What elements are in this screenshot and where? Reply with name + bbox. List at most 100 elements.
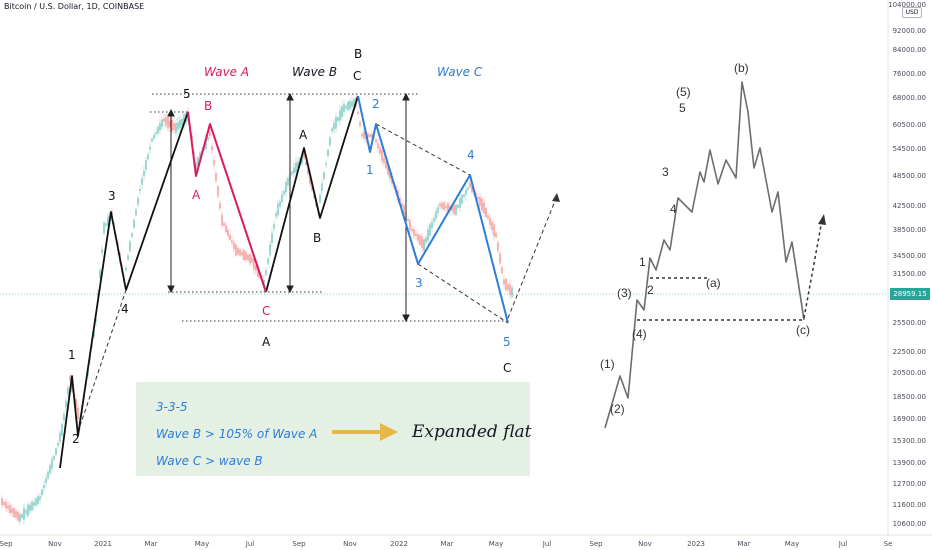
candle-body (215, 173, 217, 181)
candle-body (21, 514, 23, 518)
candle-body (427, 229, 429, 241)
svg-text:(3): (3) (617, 286, 632, 300)
candle-body (437, 207, 439, 213)
price-tick-label: 54500.00 (893, 145, 926, 153)
candle-body (155, 132, 157, 135)
wave-c-line (357, 95, 509, 324)
price-tick-label: 15300.00 (893, 437, 926, 445)
blue-wave-labels: 2 1 3 4 5 (366, 97, 511, 349)
time-tick-label: 2021 (94, 540, 112, 548)
diagram-arrowhead (818, 214, 826, 225)
svg-text:5: 5 (183, 87, 191, 101)
time-tick-label: Nov (638, 540, 652, 548)
candle-body (401, 203, 403, 207)
note-pattern: 3-3-5 (156, 400, 188, 414)
candle-body (435, 211, 437, 219)
candle-body (407, 218, 409, 222)
svg-text:(a): (a) (706, 276, 721, 290)
candle-body (45, 478, 47, 483)
svg-text:4: 4 (121, 302, 129, 316)
candle-body (285, 182, 287, 193)
candle-body (361, 133, 363, 137)
candle-body (497, 242, 499, 252)
candle-body (287, 177, 289, 186)
guide-lines (150, 93, 510, 322)
wave-c-title: Wave C (437, 65, 483, 79)
candle-body (53, 456, 55, 460)
price-tick-label: 12700.00 (893, 480, 926, 488)
price-tick-label: 104000.00 (888, 1, 926, 9)
candle-body (275, 213, 277, 217)
candle-body (331, 128, 333, 132)
candle-body (133, 219, 135, 228)
price-tick-label: 84000.00 (893, 46, 926, 54)
svg-text:B: B (313, 231, 321, 245)
candle-body (329, 137, 331, 146)
candle-body (297, 161, 299, 168)
svg-text:2: 2 (372, 97, 380, 111)
svg-text:2: 2 (647, 283, 654, 297)
candle-body (281, 194, 283, 203)
candle-body (3, 502, 5, 506)
wave-a-line (187, 111, 267, 293)
candle-body (125, 267, 127, 271)
note-box: 3-3-5 Wave B > 105% of Wave A Wave C > w… (136, 382, 532, 476)
svg-text:1: 1 (68, 348, 76, 362)
svg-text:(b): (b) (734, 61, 749, 75)
candle-body (37, 496, 39, 504)
candle-body (35, 498, 37, 506)
candle-body (511, 287, 513, 297)
candle-body (385, 161, 387, 169)
candle-body (229, 234, 231, 240)
candle-body (31, 501, 33, 511)
candle-body (271, 233, 273, 243)
candle-body (225, 225, 227, 232)
candle-body (495, 232, 497, 238)
candle-body (241, 252, 243, 256)
candle-body (181, 118, 183, 126)
time-tick-label: Jul (245, 540, 255, 548)
note-wave-c-rule: Wave C > wave B (156, 454, 263, 468)
svg-text:3: 3 (662, 165, 669, 179)
candle-body (421, 236, 423, 249)
diagram-wave-path (604, 81, 805, 429)
time-tick-label: Sep (0, 540, 13, 548)
candle-body (39, 496, 41, 500)
candle-body (131, 233, 133, 237)
candle-body (367, 134, 369, 137)
candle-body (411, 228, 413, 232)
candle-body (463, 194, 465, 197)
candle-body (291, 171, 293, 175)
currency-badge[interactable]: USD (902, 7, 922, 18)
svg-text:(1): (1) (600, 357, 615, 371)
candle-body (465, 189, 467, 195)
candle-body (359, 122, 361, 126)
candle-body (399, 197, 401, 203)
measure-arrows (167, 92, 410, 323)
candle-body (103, 222, 105, 234)
projection-arrowhead (552, 193, 560, 202)
candle-body (63, 413, 65, 421)
candle-body (433, 218, 435, 222)
candle-body (457, 204, 459, 209)
svg-text:1: 1 (366, 163, 374, 177)
candle-body (413, 229, 415, 236)
candle-body (217, 186, 219, 197)
candle-body (243, 249, 245, 261)
candle-body (423, 239, 425, 251)
candle-body (309, 174, 311, 185)
price-tick-label: 92000.00 (893, 27, 926, 35)
candle-body (323, 172, 325, 180)
time-tick-label: Nov (48, 540, 62, 548)
candle-body (273, 224, 275, 229)
candle-body (295, 162, 297, 173)
candle-body (49, 465, 51, 474)
candle-body (231, 240, 233, 243)
candle-body (147, 154, 149, 160)
candle-body (137, 197, 139, 205)
candle-body (425, 237, 427, 243)
candle-body (169, 120, 171, 128)
candle-body (267, 258, 269, 264)
pink-wave-labels: B A C (192, 99, 270, 318)
candle-body (303, 153, 305, 159)
